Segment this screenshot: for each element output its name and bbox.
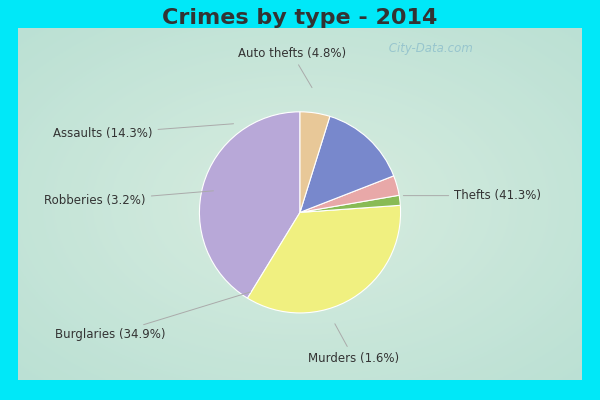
Text: Burglaries (34.9%): Burglaries (34.9%) bbox=[55, 292, 250, 341]
Wedge shape bbox=[300, 195, 400, 212]
Text: Auto thefts (4.8%): Auto thefts (4.8%) bbox=[238, 47, 346, 88]
Wedge shape bbox=[300, 112, 330, 212]
Text: Crimes by type - 2014: Crimes by type - 2014 bbox=[163, 8, 437, 28]
Text: City-Data.com: City-Data.com bbox=[385, 42, 472, 55]
Wedge shape bbox=[247, 205, 401, 313]
Wedge shape bbox=[300, 176, 399, 212]
Text: Thefts (41.3%): Thefts (41.3%) bbox=[403, 189, 541, 202]
Wedge shape bbox=[199, 112, 300, 298]
Text: Murders (1.6%): Murders (1.6%) bbox=[308, 324, 399, 365]
Text: Assaults (14.3%): Assaults (14.3%) bbox=[53, 124, 233, 140]
Text: Robberies (3.2%): Robberies (3.2%) bbox=[44, 191, 214, 207]
Wedge shape bbox=[300, 116, 394, 212]
